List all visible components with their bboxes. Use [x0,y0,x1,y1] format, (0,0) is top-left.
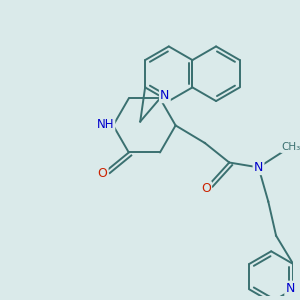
Text: N: N [286,282,295,295]
Text: CH₃: CH₃ [281,142,300,152]
Text: N: N [160,89,170,102]
Text: N: N [254,161,263,174]
Text: O: O [98,167,107,180]
Text: O: O [201,182,211,195]
Text: NH: NH [97,118,114,131]
